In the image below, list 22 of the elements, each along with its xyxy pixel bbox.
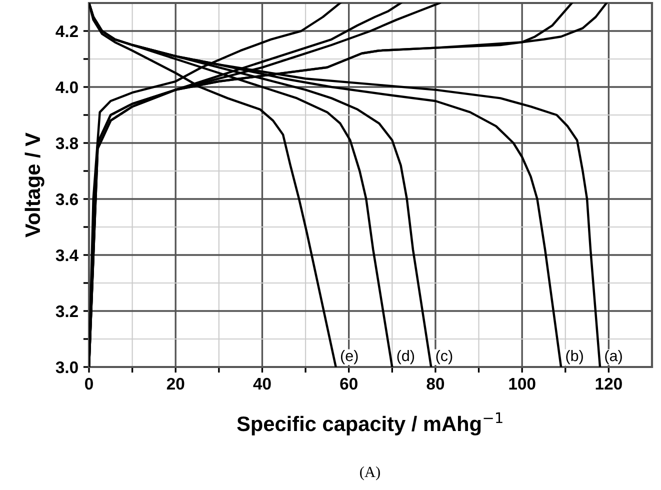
annotation: (b) xyxy=(566,350,583,364)
y-tick-label: 3.0 xyxy=(56,361,78,374)
annotation: (a) xyxy=(605,350,622,364)
x-tick-label: 100 xyxy=(509,378,536,390)
y-tick-label: 3.4 xyxy=(56,249,78,262)
y-tick-label: 3.2 xyxy=(56,305,78,318)
y-axis-title: Voltage / V xyxy=(24,132,44,238)
y-tick-label: 4.2 xyxy=(56,25,78,38)
x-tick-label: 120 xyxy=(596,378,622,390)
y-tick-label: 4.0 xyxy=(56,81,78,94)
annotation: (d) xyxy=(397,350,414,364)
x-tick-label: 80 xyxy=(426,378,444,390)
annotation: (c) xyxy=(436,350,452,364)
x-tick-label: 60 xyxy=(340,378,358,390)
text: (A) xyxy=(360,466,380,480)
x-tick-label: 40 xyxy=(253,378,271,390)
x-axis-title: Specific capacity / mAhg$^{−1}$ xyxy=(237,412,502,436)
x-tick-label: 0 xyxy=(85,378,93,390)
y-tick-label: 3.6 xyxy=(56,193,78,206)
annotation: (e) xyxy=(340,350,358,364)
y-tick-label: 3.8 xyxy=(56,137,78,150)
x-tick-label: 20 xyxy=(166,378,184,390)
